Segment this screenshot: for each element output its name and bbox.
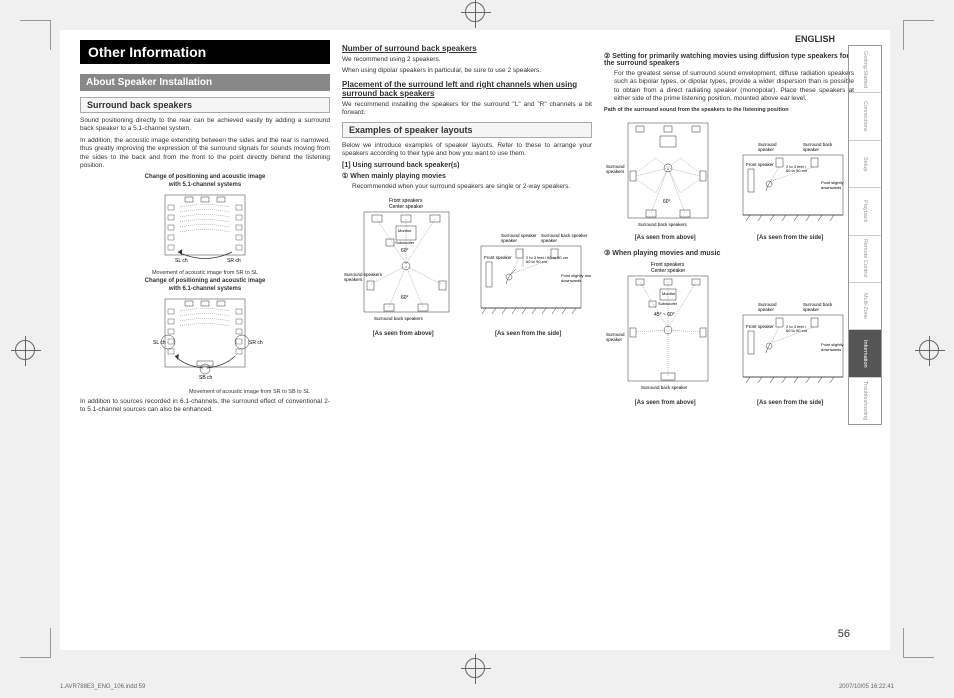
- page-number: 56: [838, 628, 850, 640]
- svg-text:speaker: speaker: [758, 147, 775, 152]
- svg-text:60°: 60°: [401, 295, 409, 301]
- svg-text:Surround back speakers: Surround back speakers: [638, 222, 688, 227]
- para: In addition to sources recorded in 6.1-c…: [80, 398, 330, 415]
- svg-text:speaker: speaker: [803, 307, 820, 312]
- svg-text:SR ch: SR ch: [227, 258, 241, 264]
- column-1: Other Information About Speaker Installa…: [80, 40, 330, 640]
- para: Sound positioning directly to the rear c…: [80, 117, 330, 134]
- label-side: [As seen from the side]: [495, 331, 561, 337]
- diagram-51ch: SL ch SR ch: [130, 190, 280, 270]
- sub-examples: Examples of speaker layouts: [342, 122, 592, 138]
- nav-connections[interactable]: Connections: [849, 93, 881, 140]
- nav-getting-started[interactable]: Getting Started: [849, 46, 881, 93]
- svg-text:speaker: speaker: [541, 238, 558, 243]
- label-side: [As seen from the side]: [757, 235, 823, 241]
- svg-text:Monitor: Monitor: [662, 291, 676, 296]
- view-labels: [As seen from above] [As seen from the s…: [604, 400, 854, 406]
- item-head: ① When mainly playing movies: [342, 172, 592, 180]
- svg-text:SR ch: SR ch: [249, 340, 263, 346]
- note: Movement of acoustic image from SR to SL: [80, 270, 330, 276]
- label-side: [As seen from the side]: [757, 400, 823, 406]
- svg-text:Front speaker: Front speaker: [746, 162, 774, 167]
- heading: Placement of the surround left and right…: [342, 80, 592, 98]
- svg-text:Subwoofer: Subwoofer: [395, 240, 415, 245]
- section-about-speaker: About Speaker Installation: [80, 74, 330, 91]
- para: Below we introduce examples of speaker l…: [342, 142, 592, 159]
- svg-text:60°: 60°: [663, 199, 671, 205]
- para: We recommend installing the speakers for…: [342, 101, 592, 118]
- svg-text:Surround back speaker: Surround back speaker: [641, 385, 688, 390]
- layout-above-2: Surround speakers 60° Surround back spea…: [606, 113, 731, 233]
- svg-text:speaker: speaker: [501, 238, 518, 243]
- view-labels: [As seen from above] [As seen from the s…: [342, 331, 592, 337]
- svg-text:speakers: speakers: [344, 277, 363, 282]
- label-above: [As seen from above]: [373, 331, 434, 337]
- svg-text:Front speaker: Front speaker: [746, 324, 774, 329]
- nav-sidebar: Getting Started Connections Setup Playba…: [848, 45, 882, 425]
- manual-page: ENGLISH Getting Started Connections Setu…: [60, 30, 890, 650]
- nav-remote[interactable]: Remote Control: [849, 236, 881, 283]
- item-head: ② Setting for primarily watching movies …: [604, 52, 854, 67]
- page-title: Other Information: [80, 40, 330, 64]
- para: For the greatest sense of surround sound…: [604, 70, 854, 104]
- layout-side-3: Surroundspeaker Surround backspeaker Fro…: [738, 298, 853, 398]
- nav-setup[interactable]: Setup: [849, 141, 881, 188]
- svg-text:downwards: downwards: [821, 347, 841, 352]
- svg-text:60°: 60°: [401, 248, 409, 254]
- bracket-head: [1] Using surround back speaker(s): [342, 162, 592, 169]
- layout-side-2: Surroundspeaker Surround backspeaker Fro…: [738, 138, 853, 233]
- footer-timestamp: 2007/10/05 16:22:41: [839, 684, 894, 690]
- column-2: Number of surround back speakers We reco…: [342, 40, 592, 640]
- svg-text:Center speaker: Center speaker: [651, 268, 686, 274]
- caption: Change of positioning and acoustic image: [80, 174, 330, 180]
- para: Recommended when your surround speakers …: [342, 183, 592, 191]
- para: We recommend using 2 speakers.: [342, 56, 592, 64]
- svg-text:SL ch: SL ch: [153, 340, 166, 346]
- svg-text:downwards: downwards: [561, 278, 581, 283]
- svg-text:SB ch: SB ch: [199, 375, 213, 381]
- nav-multizone[interactable]: Multi-Zone: [849, 283, 881, 330]
- language-label: ENGLISH: [795, 34, 835, 44]
- view-labels: [As seen from above] [As seen from the s…: [604, 235, 854, 241]
- svg-text:downwards: downwards: [821, 185, 841, 190]
- nav-troubleshooting[interactable]: Troubleshooting: [849, 378, 881, 424]
- svg-text:45° ~ 60°: 45° ~ 60°: [654, 312, 675, 318]
- svg-text:Front speaker: Front speaker: [484, 255, 512, 260]
- layout-above-1: Front speakers Center speaker Monitor Su…: [344, 194, 469, 329]
- svg-text:60 to 90 cm: 60 to 90 cm: [786, 168, 808, 173]
- item-head: ③ When playing movies and music: [604, 249, 854, 257]
- layout-above-3: Front speakers Center speaker Monitor Su…: [606, 258, 731, 398]
- svg-text:SL ch: SL ch: [175, 258, 188, 264]
- sub-surround-back: Surround back speakers: [80, 97, 330, 113]
- svg-text:Center speaker: Center speaker: [389, 204, 424, 210]
- note: Movement of acoustic image from SR to SB…: [80, 389, 330, 395]
- print-footer: 1.AVR788E3_ENG_106.indd 59 2007/10/05 16…: [60, 684, 894, 690]
- svg-text:speakers: speakers: [606, 169, 625, 174]
- svg-text:Surround back speakers: Surround back speakers: [374, 316, 424, 321]
- caption: Change of positioning and acoustic image: [80, 278, 330, 284]
- para: In addition, the acoustic image extendin…: [80, 137, 330, 171]
- svg-text:Subwoofer: Subwoofer: [658, 301, 678, 306]
- layout-side-1: Surround speaker speaker Surround back s…: [476, 229, 591, 329]
- heading: Number of surround back speakers: [342, 44, 592, 53]
- svg-text:speaker: speaker: [803, 147, 820, 152]
- label-above: [As seen from above]: [635, 400, 696, 406]
- caption: with 5.1-channel systems: [80, 182, 330, 188]
- caption: with 6.1-channel systems: [80, 286, 330, 292]
- diagram-61ch: SL ch SR ch SB ch: [125, 294, 285, 389]
- nav-playback[interactable]: Playback: [849, 188, 881, 235]
- svg-text:speaker: speaker: [606, 337, 623, 342]
- label-above: [As seen from above]: [635, 235, 696, 241]
- nav-information[interactable]: Information: [849, 330, 881, 377]
- column-3: ② Setting for primarily watching movies …: [604, 40, 854, 640]
- svg-text:speaker: speaker: [758, 307, 775, 312]
- footer-file: 1.AVR788E3_ENG_106.indd 59: [60, 684, 145, 690]
- para: When using dipolar speakers in particula…: [342, 67, 592, 75]
- svg-text:Monitor: Monitor: [398, 228, 412, 233]
